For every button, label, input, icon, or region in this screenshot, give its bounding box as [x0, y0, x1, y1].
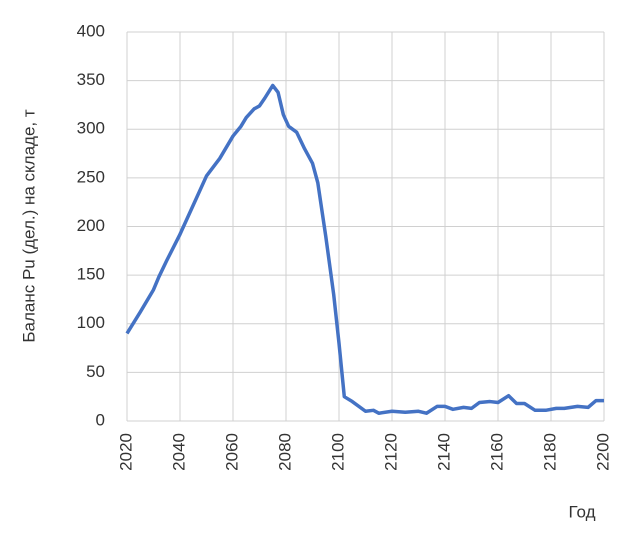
x-tick-label: 2160 [487, 433, 506, 471]
x-tick-label: 2100 [328, 433, 347, 471]
x-tick-label: 2020 [116, 433, 135, 471]
y-axis-label: Баланс Pu (дел.) на складе, т [19, 109, 38, 342]
x-tick-label: 2200 [593, 433, 612, 471]
data-line [125, 83, 604, 415]
x-tick-label: 2060 [222, 433, 241, 471]
y-tick-label: 100 [77, 313, 105, 332]
x-axis-label: Год [568, 502, 595, 521]
y-tick-label: 0 [96, 410, 105, 429]
y-tick-label: 350 [77, 70, 105, 89]
y-tick-label: 250 [77, 167, 105, 186]
y-tick-label: 150 [77, 265, 105, 284]
y-tick-label: 300 [77, 119, 105, 138]
x-tick-label: 2120 [381, 433, 400, 471]
y-tick-label: 200 [77, 216, 105, 235]
x-tick-label: 2140 [434, 433, 453, 471]
x-tick-label: 2180 [540, 433, 559, 471]
y-tick-label: 50 [86, 362, 105, 381]
x-tick-label: 2040 [169, 433, 188, 471]
y-tick-label: 400 [77, 21, 105, 40]
x-tick-label: 2080 [275, 433, 294, 471]
